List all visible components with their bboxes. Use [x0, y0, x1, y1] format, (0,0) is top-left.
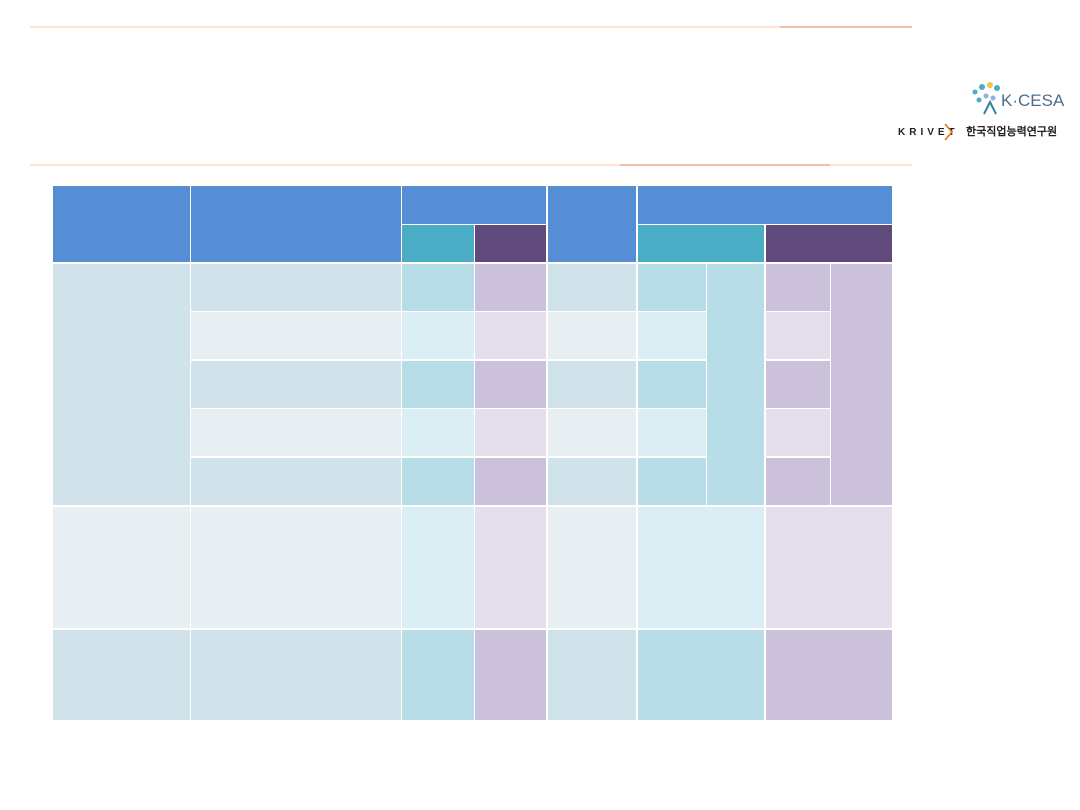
table-cell [475, 409, 546, 456]
table-cell [475, 264, 546, 311]
table-cell [402, 630, 474, 720]
table-cell [548, 630, 636, 720]
table-cell [402, 361, 474, 408]
table-cell [53, 186, 190, 262]
table-cell [766, 458, 830, 505]
table [53, 186, 892, 720]
table-cell [402, 507, 474, 628]
table-cell [638, 361, 706, 408]
table-cell [475, 507, 546, 628]
table-cell [402, 225, 474, 262]
table-cell [475, 225, 546, 262]
table-cell [707, 264, 764, 505]
table-cell [548, 409, 636, 456]
table-cell [766, 507, 892, 628]
table-cell [53, 630, 190, 720]
table-cell [548, 458, 636, 505]
table-cell [402, 409, 474, 456]
table-cell [766, 630, 892, 720]
logo-swoosh [944, 123, 953, 141]
table-cell [831, 264, 892, 505]
logo-org-en: KRIVET [898, 127, 959, 138]
logo-name: K·CESA [1001, 91, 1065, 110]
table-cell [191, 264, 401, 311]
table-cell [191, 186, 401, 262]
table-cell [638, 507, 764, 628]
table-cell [191, 409, 401, 456]
table-cell [53, 507, 190, 628]
table-cell [548, 186, 636, 262]
table-cell [475, 458, 546, 505]
table-cell [53, 264, 190, 505]
table-cell [766, 312, 830, 359]
table-cell [638, 186, 892, 224]
table-cell [638, 630, 764, 720]
table-cell [638, 409, 706, 456]
table-cell [402, 186, 546, 224]
logo-org-ko: 한국직업능력연구원 [966, 124, 1057, 138]
table-cell [638, 458, 706, 505]
table-cell [191, 458, 401, 505]
table-cell [766, 225, 892, 262]
table-cell [548, 361, 636, 408]
table-cell [191, 312, 401, 359]
table-cell [548, 264, 636, 311]
table-cell [638, 264, 706, 311]
table-cell [638, 312, 706, 359]
table-cell [548, 312, 636, 359]
table-cell [475, 312, 546, 359]
table-cell [766, 264, 830, 311]
table-cell [191, 507, 401, 628]
table-cell [402, 312, 474, 359]
table-cell [475, 361, 546, 408]
table-cell [548, 507, 636, 628]
logo-mark [972, 82, 1000, 115]
table-cell [402, 264, 474, 311]
table-cell [638, 225, 764, 262]
table-cell [766, 409, 830, 456]
table-cell [475, 630, 546, 720]
table-cell [402, 458, 474, 505]
table-cell [191, 361, 401, 408]
table-cell [191, 630, 401, 720]
table-cell [766, 361, 830, 408]
